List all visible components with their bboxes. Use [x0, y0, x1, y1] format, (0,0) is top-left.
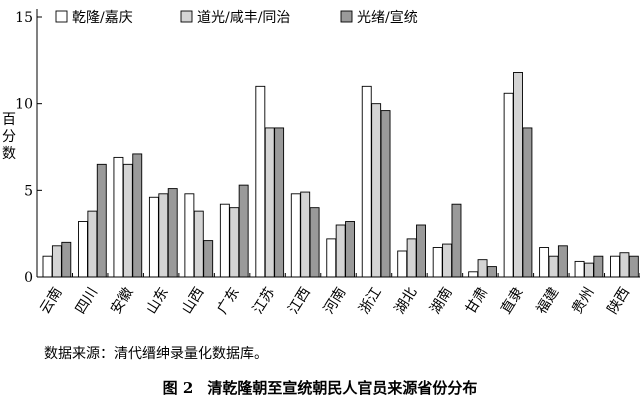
bar: [574, 260, 585, 278]
bar: [219, 203, 230, 278]
bar: [487, 266, 497, 278]
bar: [503, 92, 514, 278]
bar: [229, 207, 240, 278]
bar: [290, 193, 301, 278]
legend-label: 乾隆/嘉庆: [72, 10, 133, 26]
bar: [264, 127, 275, 278]
bar: [300, 191, 311, 278]
x-tick-label: 江苏: [250, 285, 278, 317]
bar: [451, 203, 462, 278]
x-tick-label: 福建: [534, 285, 562, 317]
figure-caption: 图 2 清乾隆朝至宣统朝民人官员来源省份分布: [0, 377, 640, 398]
legend: 乾隆/嘉庆 道光/咸丰/同治 光绪/宣统: [55, 10, 418, 26]
legend-swatch: [180, 10, 193, 23]
legend-swatch: [340, 10, 353, 23]
y-tick-label: 15: [15, 10, 33, 26]
x-tick-label: 湖北: [392, 285, 420, 317]
bar: [193, 210, 204, 278]
figure-number: 图 2: [162, 379, 194, 397]
x-tick-label: 广东: [214, 285, 242, 317]
y-axis-label-char: 分: [2, 129, 16, 145]
bar: [593, 255, 604, 278]
x-tick-label: 陕西: [605, 285, 633, 317]
legend-label: 光绪/宣统: [357, 10, 418, 26]
bar: [158, 193, 169, 278]
bar: [78, 221, 88, 278]
bar: [148, 196, 159, 278]
x-tick-label: 河南: [321, 285, 349, 317]
bar: [584, 262, 594, 278]
bar: [184, 193, 195, 278]
bar: [416, 224, 426, 278]
bar-chart: 0 5 10 15 云南 四川 安徽 山东 山西 广东 江苏 江西 河南 浙江 湖北 湖南 甘肃 直隶 福建 贵州 陕西…: [15, 9, 640, 317]
bar: [628, 255, 639, 278]
source-note: 数据来源：清代缙绅录量化数据库。: [44, 346, 268, 362]
bar: [442, 243, 453, 278]
bar: [61, 241, 72, 278]
bar: [42, 255, 53, 278]
bar: [122, 163, 133, 278]
bar: [274, 127, 285, 278]
bar: [557, 245, 568, 278]
bar: [468, 271, 479, 278]
bar: [406, 238, 417, 278]
legend-swatch: [55, 10, 68, 23]
bar: [513, 72, 523, 278]
y-tick-label: 10: [15, 97, 33, 113]
figure-title: 清乾隆朝至宣统朝民人官员来源省份分布: [207, 379, 478, 397]
y-tick-label: 0: [24, 270, 33, 286]
x-tick-label: 甘肃: [463, 285, 491, 317]
bar: [477, 259, 488, 278]
bar: [522, 127, 533, 278]
bar: [238, 184, 249, 278]
x-tick-label: 浙江: [356, 285, 384, 317]
x-tick-label: 湖南: [427, 285, 455, 317]
y-axis-label-char: 百: [2, 112, 16, 128]
y-axis-label-char: 数: [2, 146, 16, 162]
y-axis-label: 百 分 数: [2, 112, 16, 163]
x-tick-label: 四川: [73, 285, 101, 317]
bars-layer: [42, 72, 639, 278]
bar: [51, 245, 62, 278]
bar: [361, 85, 372, 278]
x-tick-label: 云南: [37, 285, 65, 317]
bar: [380, 110, 391, 278]
bar: [397, 250, 408, 278]
bar: [548, 255, 559, 278]
bar: [113, 156, 124, 278]
legend-label: 道光/咸丰/同治: [197, 10, 290, 26]
x-tick-label: 贵州: [569, 285, 597, 317]
bar: [255, 85, 266, 278]
bar: [132, 153, 143, 278]
bar: [371, 103, 382, 278]
bar: [203, 240, 214, 278]
x-tick-label: 直隶: [497, 284, 526, 317]
x-tick-label: 安徽: [108, 285, 136, 317]
bar: [610, 255, 620, 278]
bar: [432, 247, 443, 278]
x-tick-label: 山东: [144, 285, 172, 317]
bar: [345, 221, 356, 278]
bar: [167, 188, 178, 278]
bar: [539, 247, 550, 278]
bar: [335, 224, 346, 278]
y-tick-label: 5: [24, 183, 33, 199]
bar: [326, 238, 337, 278]
bar: [619, 252, 630, 278]
bar: [96, 163, 107, 278]
bar: [309, 207, 320, 278]
x-tick-label: 江西: [285, 285, 313, 317]
bar: [87, 210, 98, 278]
x-tick-label: 山西: [179, 285, 207, 317]
